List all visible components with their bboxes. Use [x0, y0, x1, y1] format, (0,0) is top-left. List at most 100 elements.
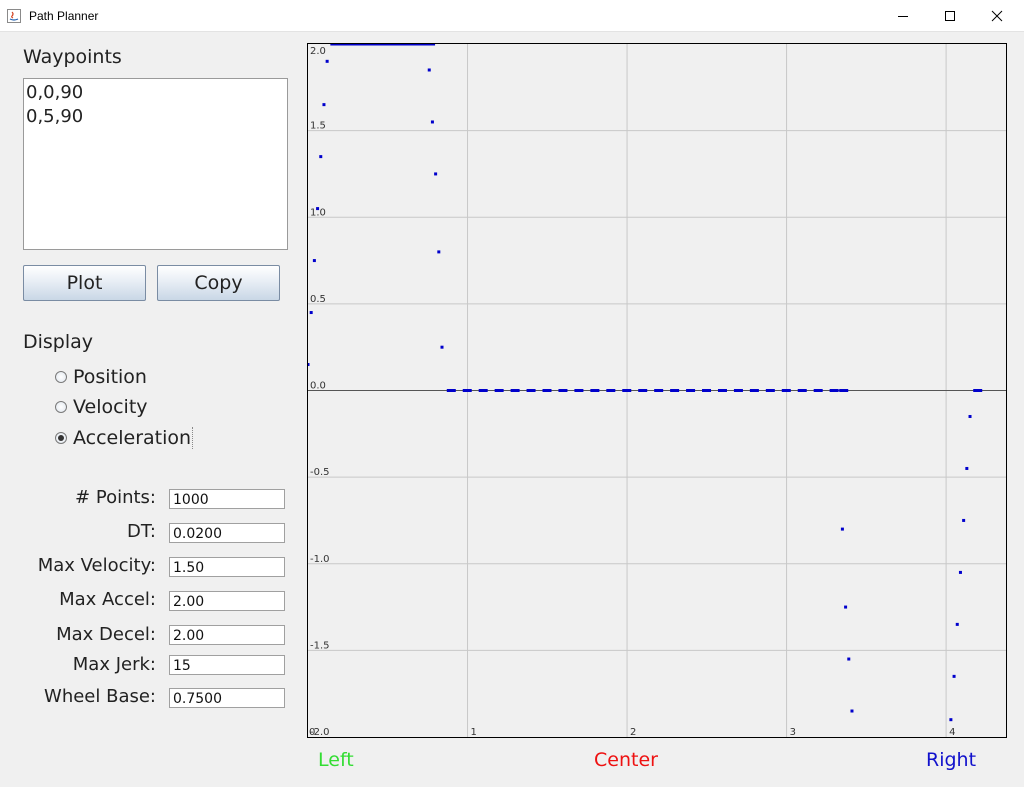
waypoints-label: Waypoints — [23, 46, 122, 68]
window-title: Path Planner — [29, 9, 99, 23]
minimize-icon — [898, 15, 908, 17]
data-point — [410, 44, 420, 46]
data-point — [765, 389, 775, 392]
max-velocity-label: Max Velocity: — [37, 555, 156, 576]
velocity-radio[interactable]: Velocity — [55, 396, 148, 418]
data-point — [702, 389, 712, 392]
minimize-button[interactable] — [880, 0, 926, 31]
waypoints-list[interactable]: 0,0,90 0,5,90 — [23, 78, 288, 250]
close-button[interactable] — [974, 0, 1020, 31]
data-point — [840, 527, 844, 531]
wheel-base-field[interactable]: 0.7500 — [169, 688, 285, 708]
data-point — [430, 120, 434, 124]
data-point — [478, 389, 488, 392]
maximize-icon — [945, 10, 955, 21]
plot-canvas: 1 2 3 4 2.0 1.5 1.0 0.5 0.0 -0.5 -1.0 -1.5 -2.00 — [308, 44, 1006, 737]
legend-right: Right — [926, 749, 977, 771]
data-point — [717, 389, 727, 392]
max-velocity-field[interactable]: 1.50 — [169, 557, 285, 577]
data-point — [590, 389, 600, 392]
y-tick-label: -1.5 — [310, 640, 330, 651]
points-field[interactable]: 1000 — [169, 489, 285, 509]
maximize-button[interactable] — [927, 0, 973, 31]
x-tick-label: 1 — [471, 727, 477, 737]
data-point — [733, 389, 743, 392]
data-point — [968, 414, 972, 418]
dt-label: DT: — [127, 521, 156, 542]
max-decel-label: Max Decel: — [56, 624, 156, 645]
data-point — [654, 389, 664, 392]
velocity-radio-label: Velocity — [73, 396, 148, 418]
data-point — [962, 518, 966, 522]
data-point — [965, 466, 969, 470]
data-point — [670, 389, 680, 392]
x-origin-label: 0 — [309, 727, 315, 737]
y-tick-label: 1.0 — [310, 207, 326, 218]
data-point — [781, 389, 791, 392]
data-point — [322, 103, 326, 107]
data-point — [949, 718, 953, 722]
data-point — [325, 59, 329, 63]
data-point — [354, 44, 364, 46]
data-point — [829, 389, 839, 392]
position-radio-label: Position — [73, 366, 147, 388]
data-point — [308, 363, 310, 367]
x-tick-label: 4 — [949, 727, 955, 737]
acceleration-plot: 1 2 3 4 2.0 1.5 1.0 0.5 0.0 -0.5 -1.0 -1.5 -2.0 0 — [307, 43, 1007, 738]
max-accel-field[interactable]: 2.00 — [169, 591, 285, 611]
data-point — [510, 389, 520, 392]
y-tick-label: 2.0 — [310, 46, 326, 57]
data-point — [606, 389, 616, 392]
max-decel-field[interactable]: 2.00 — [169, 625, 285, 645]
data-point — [638, 389, 648, 392]
data-point — [952, 674, 956, 678]
data-point — [622, 389, 632, 392]
data-point — [440, 345, 444, 349]
java-app-icon — [7, 8, 21, 23]
data-point — [749, 389, 759, 392]
display-label: Display — [23, 331, 94, 353]
list-item[interactable]: 0,0,90 — [26, 82, 84, 103]
data-point — [542, 389, 552, 392]
data-point — [386, 44, 396, 46]
position-radio[interactable]: Position — [55, 366, 147, 388]
data-point — [312, 259, 316, 263]
data-point — [309, 311, 313, 315]
radio-indicator[interactable] — [55, 401, 67, 413]
data-point — [434, 172, 438, 176]
acceleration-radio-label: Acceleration — [73, 427, 194, 449]
y-tick-label: -2.0 — [310, 727, 330, 737]
max-jerk-field[interactable]: 15 — [169, 655, 285, 675]
data-point — [362, 44, 372, 46]
close-icon — [991, 10, 1003, 21]
data-point — [813, 389, 823, 392]
plot-button[interactable]: Plot — [23, 265, 146, 301]
title-bar: Path Planner — [0, 0, 1024, 32]
data-point — [558, 389, 568, 392]
data-point — [338, 44, 348, 46]
data-point — [427, 68, 431, 72]
data-point — [797, 389, 807, 392]
data-point — [494, 389, 504, 392]
data-point — [437, 250, 441, 254]
data-point — [955, 622, 959, 626]
copy-button[interactable]: Copy — [157, 265, 280, 301]
data-point — [418, 44, 428, 46]
data-point — [370, 44, 380, 46]
max-jerk-label: Max Jerk: — [72, 654, 156, 675]
data-point — [346, 44, 356, 46]
radio-indicator-selected[interactable] — [55, 432, 67, 444]
legend-left: Left — [318, 749, 354, 771]
data-point — [402, 44, 412, 46]
data-point — [426, 44, 436, 46]
data-point — [686, 389, 696, 392]
data-point — [526, 389, 536, 392]
list-item[interactable]: 0,5,90 — [26, 106, 84, 127]
x-tick-label: 2 — [630, 727, 636, 737]
dt-field[interactable]: 0.0200 — [169, 523, 285, 543]
data-point — [378, 44, 388, 46]
acceleration-radio[interactable]: Acceleration — [55, 427, 194, 449]
data-point — [973, 389, 983, 392]
data-point — [839, 389, 849, 392]
radio-indicator[interactable] — [55, 371, 67, 383]
